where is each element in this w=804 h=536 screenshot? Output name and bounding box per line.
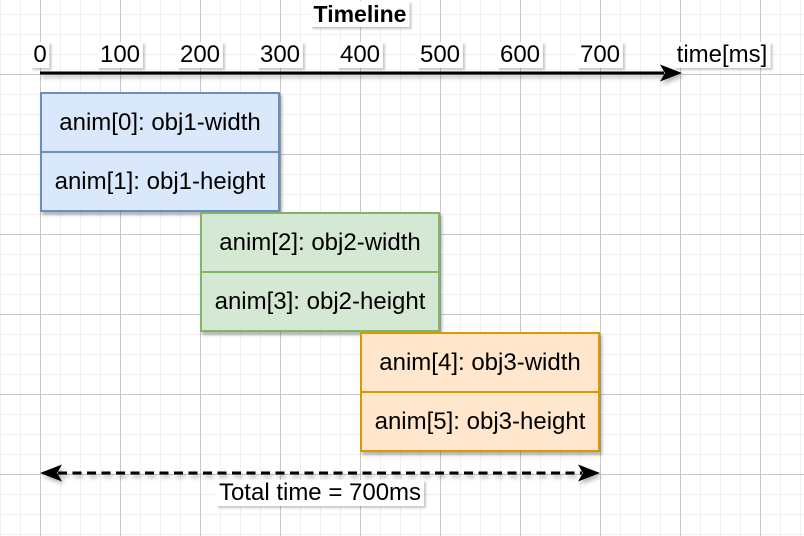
anim-bar-2[interactable]: anim[2]: obj2-width bbox=[219, 228, 421, 256]
anim-bar-5[interactable]: anim[5]: obj3-height bbox=[362, 391, 598, 450]
diagram-title[interactable]: Timeline bbox=[310, 1, 410, 27]
anim-group-obj2: anim[2]: obj2-width anim[3]: obj2-height bbox=[200, 212, 440, 332]
anim-bar-3[interactable]: anim[3]: obj2-height bbox=[202, 271, 438, 330]
axis-tick-500[interactable]: 500 bbox=[416, 42, 464, 68]
axis-tick-100[interactable]: 100 bbox=[96, 42, 144, 68]
axis-unit-label[interactable]: time[ms] bbox=[673, 42, 771, 68]
anim-group-obj1: anim[0]: obj1-width anim[1]: obj1-height bbox=[40, 92, 280, 212]
anim-group-obj3: anim[4]: obj3-width anim[5]: obj3-height bbox=[360, 332, 600, 452]
anim-bar-0[interactable]: anim[0]: obj1-width bbox=[59, 108, 261, 136]
axis-tick-600[interactable]: 600 bbox=[496, 42, 544, 68]
anim-bar-1[interactable]: anim[1]: obj1-height bbox=[42, 151, 278, 210]
axis-tick-400[interactable]: 400 bbox=[336, 42, 384, 68]
axis-tick-200[interactable]: 200 bbox=[176, 42, 224, 68]
total-time-label[interactable]: Total time = 700ms bbox=[215, 480, 425, 506]
axis-tick-300[interactable]: 300 bbox=[256, 42, 304, 68]
axis-tick-0[interactable]: 0 bbox=[30, 42, 50, 68]
anim-bar-4[interactable]: anim[4]: obj3-width bbox=[379, 348, 581, 376]
axis-tick-700[interactable]: 700 bbox=[576, 42, 624, 68]
